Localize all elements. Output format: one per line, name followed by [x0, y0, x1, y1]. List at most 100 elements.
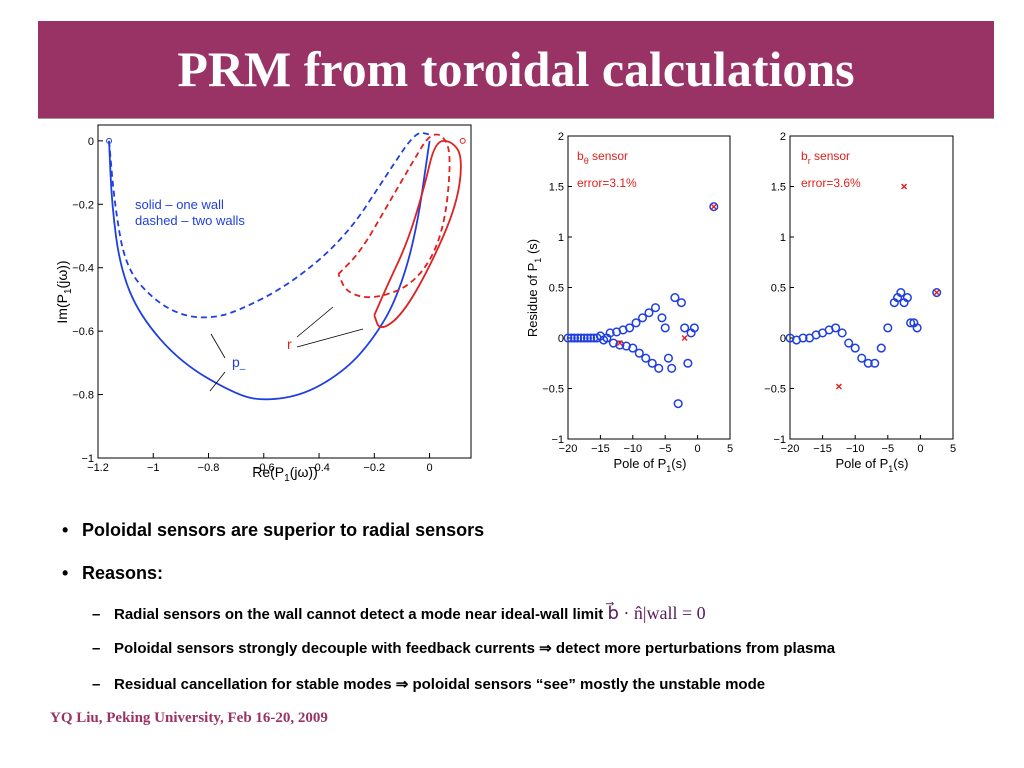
data-point-cross [933, 289, 940, 296]
y-tick-label: 0 [558, 333, 564, 345]
bullet-text: Poloidal sensors are superior to radial … [82, 520, 485, 540]
error-label: error=3.1% [577, 176, 637, 190]
arrow-r-2 [296, 328, 364, 348]
x-tick-label: 0 [917, 443, 923, 455]
data-point-circle [906, 318, 916, 328]
data-point-circle [667, 363, 677, 373]
bullet-dot: • [62, 520, 69, 540]
data-point-circle [628, 343, 638, 353]
title-bar: PRM from toroidal calculations [38, 21, 994, 118]
data-point-circle [850, 343, 860, 353]
y-tick-label: −0.4 [72, 263, 94, 275]
x-tick-label: −1 [147, 462, 160, 474]
x-tick-labels: −1.2 −1 −0.8 −0.6 −0.4 −0.2 0 [87, 453, 433, 474]
data-point-circle [573, 333, 583, 343]
data-point-circle [673, 399, 683, 409]
y-tick-label: 1 [558, 232, 564, 244]
arrow-p-2 [209, 371, 226, 392]
x-tick-label: −0.6 [253, 462, 275, 474]
x-tick-label: −15 [591, 443, 610, 455]
data-point-circle [641, 353, 651, 363]
x-tick-label: −0.8 [198, 462, 220, 474]
plot-frame [97, 124, 472, 459]
data-point-circle [569, 333, 580, 343]
sub-bullet-text: Residual cancellation for stable modes ⇒… [114, 676, 766, 693]
sub-bullet-text: Poloidal sensors strongly decouple with … [114, 640, 836, 657]
start-marker [459, 137, 466, 144]
y-tick-label: 1 [780, 232, 786, 244]
y-tick-label: −1 [773, 434, 786, 446]
x-tick-label: −1.2 [87, 462, 109, 474]
x-tick-label: 0 [426, 462, 432, 474]
start-marker [106, 137, 113, 144]
x-axis-label: Re(P1(jω)) [252, 464, 318, 484]
label-r: r [287, 336, 292, 352]
y-tick-label: 0 [780, 333, 786, 345]
data-point-circle [644, 308, 654, 318]
x-tick-label: −0.2 [363, 462, 385, 474]
residue-plot-btheta: −20 −15 −10 −5 0 5 21.510.50−0.5−1 bθ sensor … [525, 131, 733, 474]
series-line-3 [337, 133, 451, 299]
x-tick-label: −20 [559, 443, 578, 455]
x-tick-label: −0.4 [308, 462, 330, 474]
x-tick-label: 5 [950, 443, 956, 455]
bullet-item: • Reasons: [62, 563, 163, 584]
data-point-cross [835, 383, 842, 390]
y-tick-label: −0.8 [72, 390, 94, 402]
y-tick-label: 1.5 [771, 182, 786, 194]
y-tick-label: 2 [558, 131, 564, 143]
sub-bullet-item: – Residual cancellation for stable modes … [92, 675, 765, 693]
data-point-circle [689, 323, 699, 333]
data-point-circle [647, 358, 657, 368]
data-point-circle [932, 288, 942, 298]
y-axis-label: Im(P1(jω)) [54, 260, 74, 323]
slide-title: PRM from toroidal calculations [177, 41, 855, 97]
data-point-circle [566, 333, 576, 343]
title-rule [38, 118, 994, 122]
bullet-dash: – [92, 606, 101, 623]
x-tick-label: −5 [882, 443, 895, 455]
x-tick-labels: −20 −15 −10 −5 0 5 [559, 435, 733, 455]
data-point-cross [901, 183, 908, 190]
data-points [563, 202, 719, 409]
data-point-circle [582, 333, 592, 343]
sub-bullet-text: Radial sensors on the wall cannot detect… [114, 606, 604, 623]
data-point-cross [616, 340, 623, 347]
y-tick-label: 0 [88, 136, 94, 148]
x-axis-label: Pole of P1(s) [836, 456, 909, 474]
x-tick-label: −20 [781, 443, 800, 455]
y-tick-label: 1.5 [549, 182, 564, 194]
y-tick-label: −0.5 [764, 384, 786, 396]
x-tick-label: −5 [659, 443, 672, 455]
sub-bullet-item: – Poloidal sensors strongly decouple with… [92, 639, 835, 657]
data-point-circle [676, 298, 686, 308]
data-point-circle [831, 323, 841, 333]
x-tick-labels: −20 −15 −10 −5 0 5 [781, 435, 956, 455]
data-point-circle [857, 353, 867, 363]
legend-dashed: dashed – two walls [135, 213, 245, 228]
data-point-circle [579, 333, 589, 343]
data-point-circle [837, 328, 847, 338]
data-point-circle [625, 323, 635, 333]
y-tick-label: 0.5 [771, 283, 786, 295]
data-point-circle [576, 333, 586, 343]
footer-credit: YQ Liu, Peking University, Feb 16-20, 20… [50, 710, 328, 726]
bullet-item: • Poloidal sensors are superior to radial… [62, 520, 484, 541]
data-point-circle [670, 293, 680, 303]
data-point-circle [912, 323, 922, 333]
bullet-dash: – [92, 640, 101, 657]
y-tick-labels: 2 1.5 1 0.5 0 −0.5 −1 [764, 131, 794, 446]
x-tick-label: −15 [813, 443, 832, 455]
data-point-circle [650, 303, 661, 313]
legend-solid: solid – one wall [135, 197, 224, 212]
series-line-2 [373, 139, 462, 329]
sensor-label: br sensor [801, 149, 850, 166]
label-p: p– [232, 354, 246, 375]
nyquist-plot: −1.2 −1 −0.8 −0.6 −0.4 −0.2 0 0 −0.2 −0.4 −0.6 −0.… [54, 124, 472, 484]
y-tick-labels: 2 1.5 1 0.5 0 −0.5 −1 [542, 131, 572, 446]
x-tick-label: −10 [846, 443, 865, 455]
data-point-circle [637, 313, 648, 323]
math-expression: b⃗ · n̂|wall = 0 [607, 603, 706, 623]
data-point-circle [876, 343, 886, 353]
bullet-dash: – [92, 676, 101, 693]
